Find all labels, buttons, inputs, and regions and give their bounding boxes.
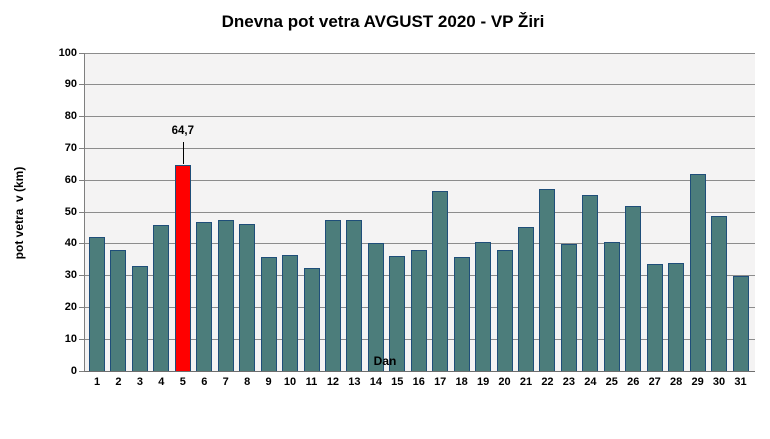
x-tick-label-28: 28 (670, 376, 683, 388)
bar-day-23[interactable] (560, 243, 577, 371)
bar-day-11[interactable] (303, 268, 320, 371)
x-tick-label-10: 10 (283, 376, 297, 388)
y-tick-mark-80 (79, 116, 84, 118)
x-tick-label-8: 8 (244, 376, 251, 388)
bar-day-10[interactable] (282, 254, 299, 371)
bar-day-8[interactable] (239, 223, 256, 371)
y-tick-mark-0 (79, 370, 84, 372)
plot-area: pot vetra v (km) 0 10 20 30 40 50 60 70 80 90 100 1… (12, 47, 755, 388)
bar-day-15[interactable] (389, 255, 406, 371)
gridline-y-100 (85, 52, 755, 54)
bar-day-24[interactable] (582, 194, 599, 371)
x-tick-label-5: 5 (179, 376, 186, 388)
x-tick-label-15: 15 (391, 376, 404, 388)
gridline-y-40 (85, 243, 755, 245)
x-tick-label-13: 13 (348, 376, 361, 388)
y-tick-label-70: 70 (64, 141, 77, 154)
gridline-y-70 (85, 147, 755, 149)
bar-day-30[interactable] (711, 215, 728, 371)
bar-day-1[interactable] (89, 236, 105, 371)
x-tick-label-27: 27 (648, 376, 661, 388)
x-tick-label-4: 4 (158, 376, 165, 388)
chart-title: Dnevna pot vetra AVGUST 2020 - VP Žiri (221, 12, 545, 31)
x-tick-label-3: 3 (136, 376, 143, 388)
x-tick-label-7: 7 (222, 376, 229, 388)
y-tick-mark-60 (79, 179, 84, 181)
bar-day-13[interactable] (346, 220, 363, 371)
x-tick-label-14: 14 (369, 376, 382, 388)
x-tick-label-20: 20 (498, 376, 511, 388)
x-tick-label-1: 1 (93, 376, 101, 388)
y-tick-label-40: 40 (64, 237, 77, 250)
bar-day-21[interactable] (518, 227, 534, 371)
gridline-y-60 (85, 179, 755, 181)
bar-day-19[interactable] (475, 241, 492, 371)
bar-day-2[interactable] (110, 250, 127, 371)
x-tick-label-26: 26 (627, 376, 640, 388)
bar-day-29[interactable] (689, 173, 706, 371)
y-tick-mark-100 (79, 52, 84, 54)
x-tick-label-16: 16 (412, 376, 425, 388)
bar-day-6[interactable] (196, 221, 213, 371)
gridline-y-80 (85, 116, 755, 118)
x-tick-label-18: 18 (455, 376, 468, 388)
bar-day-20[interactable] (496, 249, 513, 371)
bar-day-9[interactable] (260, 257, 277, 371)
y-tick-mark-30 (79, 275, 84, 277)
x-tick-label-24: 24 (584, 376, 597, 388)
bar-day-28[interactable] (668, 262, 685, 371)
bar-day-14[interactable] (367, 242, 384, 371)
bar-day-5-highlighted[interactable] (174, 165, 191, 371)
y-tick-mark-90 (79, 84, 84, 86)
bar-day-22[interactable] (539, 188, 556, 371)
y-tick-label-60: 60 (64, 173, 77, 186)
x-tick-label-29: 29 (691, 376, 704, 388)
x-tick-label-25: 25 (605, 376, 618, 388)
gridline-y-50 (85, 211, 755, 213)
y-tick-label-20: 20 (64, 300, 77, 313)
x-tick-label-31: 31 (734, 376, 747, 388)
x-axis-title: Dan (373, 354, 397, 368)
x-tick-label-12: 12 (326, 376, 340, 388)
y-tick-label-30: 30 (64, 269, 77, 282)
y-axis-title: pot vetra v (km) (12, 166, 26, 260)
bar-day-27[interactable] (646, 264, 663, 371)
y-tick-label-100: 100 (58, 46, 77, 59)
y-tick-mark-40 (79, 243, 84, 245)
data-label-leader-line (182, 142, 184, 165)
y-tick-label-50: 50 (64, 205, 77, 218)
x-tick-label-30: 30 (712, 376, 726, 388)
y-tick-label-0: 0 (70, 364, 77, 377)
y-tick-mark-20 (79, 306, 84, 308)
bar-day-31[interactable] (732, 276, 749, 371)
bar-day-7[interactable] (217, 219, 234, 371)
x-tick-label-22: 22 (541, 376, 554, 388)
y-tick-mark-70 (79, 147, 84, 149)
bar-day-18[interactable] (453, 256, 470, 371)
x-tick-label-6: 6 (201, 376, 208, 388)
y-tick-mark-50 (79, 211, 84, 213)
bar-day-12[interactable] (324, 220, 341, 371)
bar-day-17[interactable] (432, 191, 449, 371)
gridline-y-90 (85, 84, 755, 86)
bar-day-3[interactable] (131, 266, 148, 371)
data-label-highlighted-value: 64,7 (171, 125, 194, 138)
bar-day-4[interactable] (153, 224, 170, 371)
x-tick-label-21: 21 (519, 376, 533, 388)
bar-day-25[interactable] (603, 241, 620, 371)
y-tick-label-80: 80 (64, 110, 77, 123)
y-tick-mark-10 (79, 338, 84, 340)
x-tick-label-2: 2 (115, 376, 122, 388)
y-tick-label-90: 90 (64, 78, 77, 91)
x-tick-label-19: 19 (476, 376, 490, 388)
x-tick-label-23: 23 (562, 376, 576, 388)
bar-day-16[interactable] (410, 250, 427, 371)
y-tick-label-10: 10 (64, 332, 77, 345)
x-tick-label-17: 17 (434, 376, 447, 388)
x-tick-label-9: 9 (265, 376, 272, 388)
bar-day-26[interactable] (625, 206, 642, 371)
x-tick-label-11: 11 (305, 376, 318, 388)
